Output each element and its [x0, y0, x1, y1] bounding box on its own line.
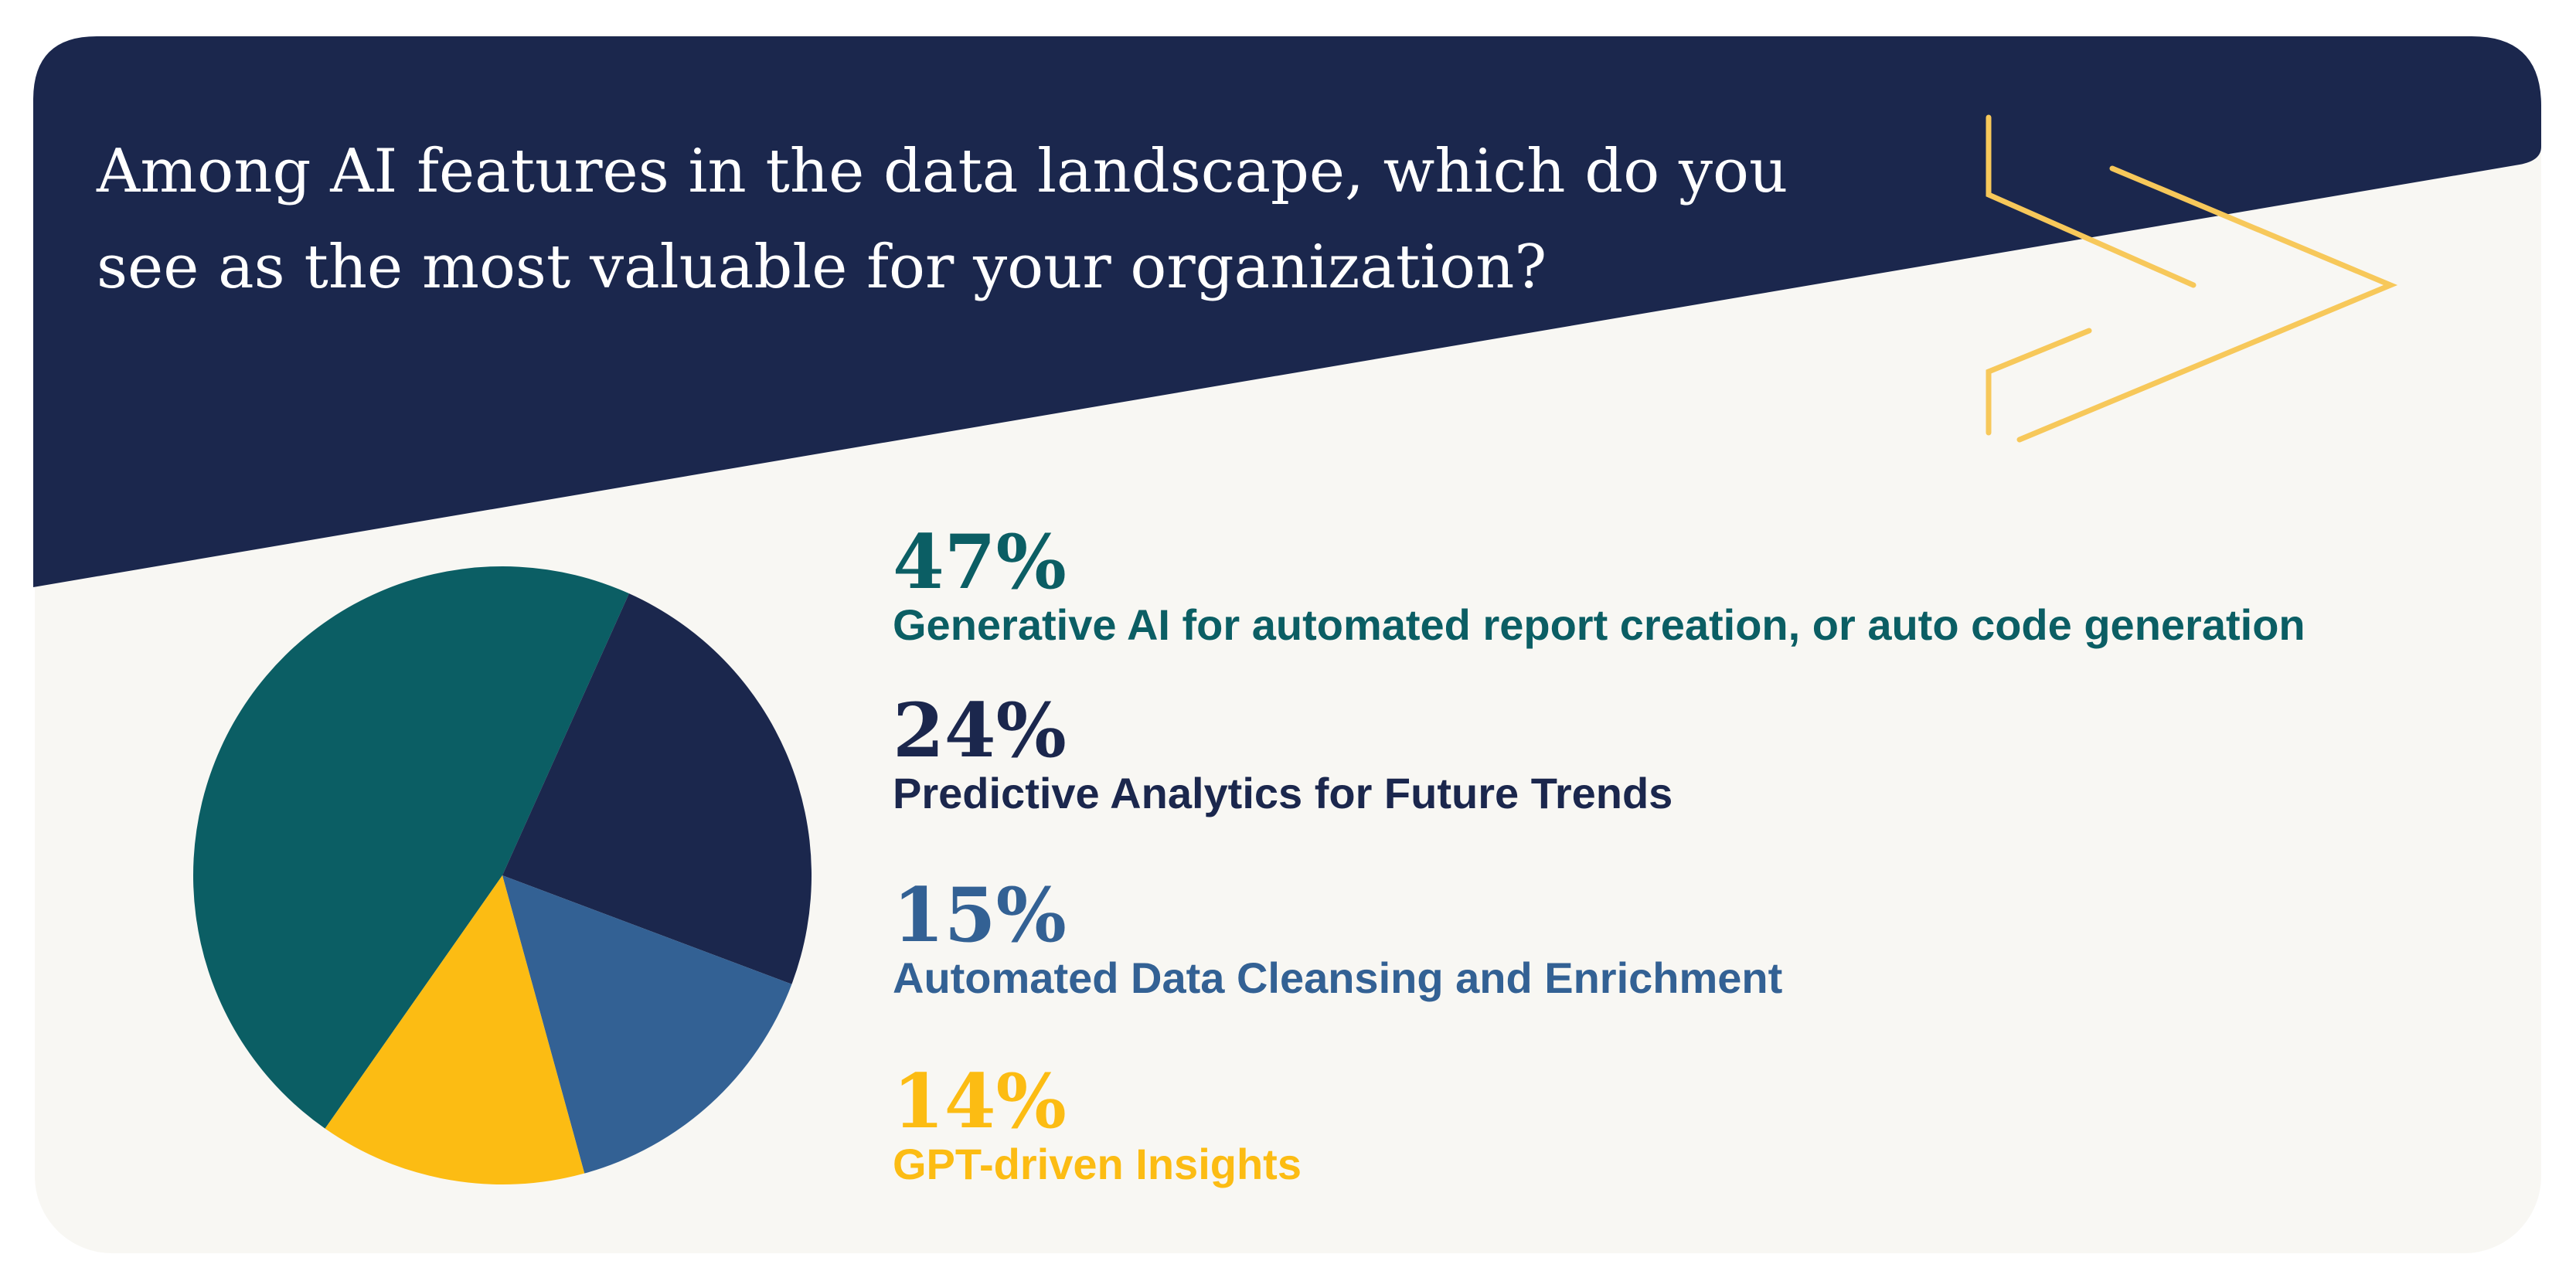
- percentage-value: 15%: [893, 872, 1067, 959]
- pie-slice-0: [193, 566, 629, 1129]
- legend-label: Generative AI for automated report creat…: [893, 600, 2305, 649]
- legend-item-predictive-analytics: 24% Predictive Analytics for Future Tren…: [893, 694, 1673, 819]
- legend-item-generative-ai: 47% Generative AI for automated report c…: [893, 525, 2305, 651]
- question-line-1: Among AI features in the data landscape,…: [97, 137, 1788, 206]
- survey-question: Among AI features in the data landscape,…: [97, 124, 1797, 315]
- pie-slice-1: [502, 593, 812, 984]
- pie-slice-2: [502, 875, 792, 1174]
- legend-label: Automated Data Cleansing and Enrichment: [893, 953, 1783, 1002]
- legend-label: GPT-driven Insights: [893, 1140, 1302, 1188]
- legend-label: Predictive Analytics for Future Trends: [893, 769, 1673, 817]
- chevron-decoration-icon: [1986, 114, 2398, 443]
- percentage-value: 47%: [893, 518, 1067, 606]
- legend-item-gpt-insights: 14% GPT-driven Insights: [893, 1065, 1302, 1190]
- pie-slice-3: [325, 875, 585, 1184]
- header-banner: [33, 36, 2541, 587]
- pie-chart: [193, 566, 812, 1184]
- percentage-value: 14%: [893, 1058, 1067, 1145]
- legend-item-data-cleansing: 15% Automated Data Cleansing and Enrichm…: [893, 878, 1782, 1004]
- percentage-value: 24%: [893, 687, 1067, 774]
- question-line-2: see as the most valuable for your organi…: [97, 233, 1547, 302]
